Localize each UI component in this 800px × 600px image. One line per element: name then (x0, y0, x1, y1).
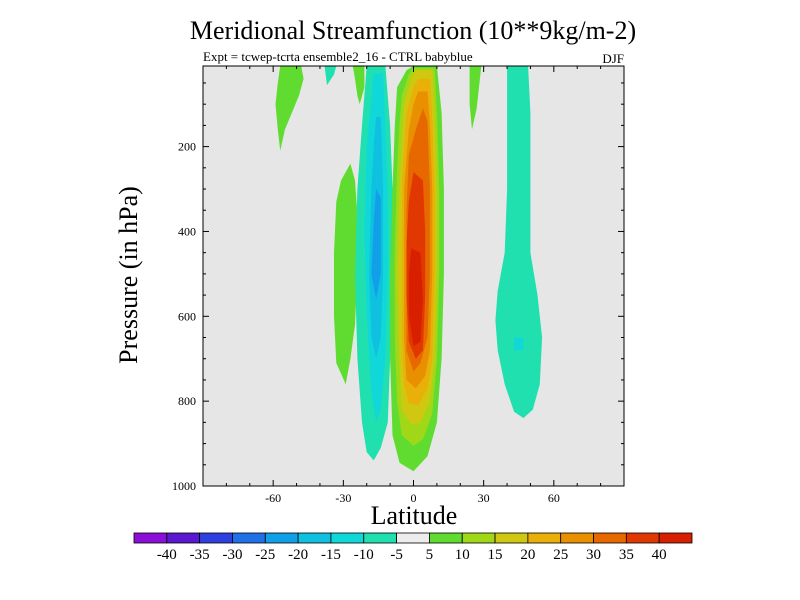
colorbar-label: 30 (586, 547, 601, 563)
y-axis-label: Pressure (in hPa) (114, 186, 143, 364)
negative-cell-core (371, 189, 381, 300)
colorbar-label: 10 (455, 547, 470, 563)
colorbar-swatch (593, 532, 627, 544)
x-tick-label: 30 (478, 491, 490, 505)
colorbar-swatch (264, 532, 299, 544)
colorbar-label: -15 (321, 547, 341, 563)
colorbar-label: 5 (426, 547, 434, 563)
y-tick-label: 600 (178, 309, 196, 323)
colorbar-swatch (527, 532, 562, 544)
colorbar-swatch (232, 532, 266, 544)
sh-cyan-cell (495, 66, 543, 419)
colorbar-swatch (166, 532, 201, 544)
colorbar-label: 20 (520, 547, 535, 563)
y-tick-label: 400 (178, 224, 196, 238)
colorbar-label: -30 (222, 547, 242, 563)
colorbar-swatch (494, 532, 529, 544)
upper-left-green-cell (352, 66, 365, 105)
colorbar-label: -5 (390, 547, 403, 563)
colorbar-swatch (199, 532, 233, 544)
colorbar-label: -40 (157, 547, 177, 563)
contour-regions (275, 66, 543, 472)
colorbar-swatch (363, 532, 397, 544)
sh-cyan-core (514, 337, 524, 351)
colorbar-label: -20 (288, 547, 308, 563)
colorbar (133, 532, 693, 544)
colorbar-swatch (396, 532, 430, 544)
chart-title: Meridional Streamfunction (10**9kg/m-2) (190, 16, 636, 45)
upper-green-streak (469, 66, 482, 130)
colorbar-swatch (560, 532, 594, 544)
x-tick-label: -30 (335, 491, 351, 505)
positive-cell-core (408, 248, 423, 346)
x-tick-label: -60 (265, 491, 281, 505)
colorbar-swatch (625, 532, 660, 544)
chart-subtitle: Expt = tcwep-tcrta ensemble2_16 - CTRL b… (203, 49, 473, 64)
colorbar-swatch (297, 532, 332, 544)
colorbar-swatch (461, 532, 496, 544)
colorbar-label: 25 (553, 547, 568, 563)
y-tick-label: 1000 (172, 479, 196, 493)
colorbar-swatch (133, 532, 168, 544)
lower-left-green-cell (334, 163, 358, 385)
colorbar-label: -35 (190, 547, 210, 563)
colorbar-label: -10 (354, 547, 374, 563)
plot-frame (202, 65, 625, 487)
colorbar-label: 35 (619, 547, 634, 563)
x-tick-label: 0 (411, 491, 417, 505)
colorbar-swatch (330, 532, 365, 544)
x-axis-label: Latitude (371, 501, 458, 530)
y-tick-label: 200 (178, 140, 196, 154)
colorbar-label: 40 (652, 547, 667, 563)
colorbar-swatch (658, 532, 693, 544)
tick-labels: -60 -30 0 30 60 200 400 600 800 1000 (172, 140, 560, 505)
colorbar-label: -25 (255, 547, 275, 563)
nh-mid-green-cell (275, 66, 304, 151)
colorbar-label: 15 (488, 547, 503, 563)
upper-small-cyan-cell (324, 66, 337, 86)
y-tick-label: 800 (178, 394, 196, 408)
colorbar-swatch (429, 532, 463, 544)
x-tick-label: 60 (548, 491, 560, 505)
colorbar-labels: -40 -35 -30 -25 -20 -15 -10 -5 5 10 15 20 25 30 35 40 (157, 547, 667, 563)
season-label: DJF (602, 51, 624, 66)
